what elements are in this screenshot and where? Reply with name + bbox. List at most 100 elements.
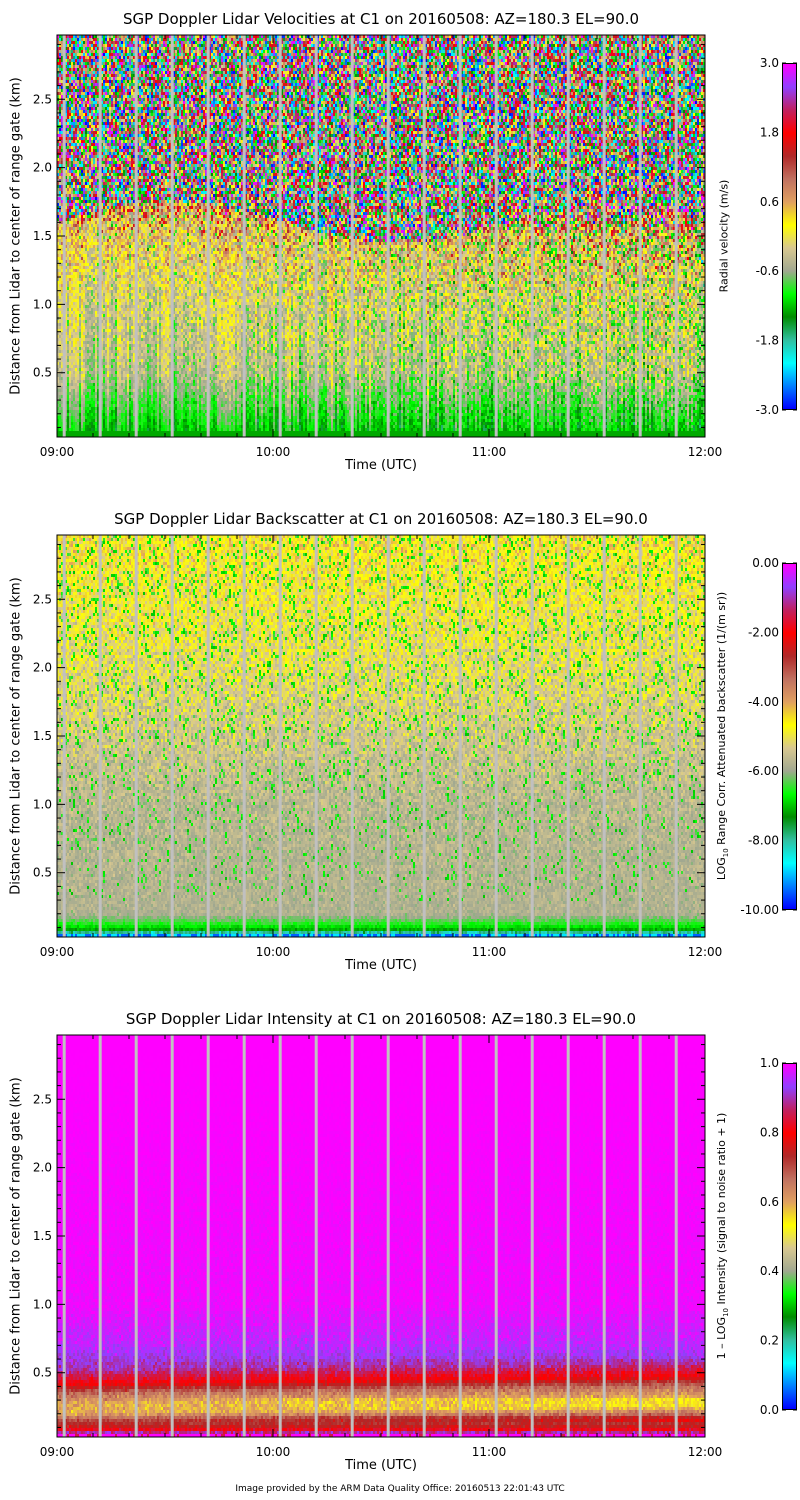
data-gap-line xyxy=(278,35,282,437)
data-gap-line xyxy=(458,535,462,937)
colorbar-tick-label: -10.00 xyxy=(740,903,779,917)
data-gap-line xyxy=(278,1035,282,1437)
data-gap-line xyxy=(98,1035,102,1437)
data-gap-line xyxy=(602,35,606,437)
data-gap-line xyxy=(458,1035,462,1437)
colorbar-tick-label: -4.00 xyxy=(748,695,779,709)
colorbar-tick-label: 1.0 xyxy=(760,1056,779,1070)
colorbar-tick-label: -0.6 xyxy=(756,264,779,278)
data-gap-line xyxy=(602,1035,606,1437)
data-gap-line xyxy=(170,1035,174,1437)
data-gap-line xyxy=(566,535,570,937)
data-gap-line xyxy=(530,1035,534,1437)
data-gap-line xyxy=(314,1035,318,1437)
data-gap-line xyxy=(494,535,498,937)
colorbar-label-part: LOG xyxy=(714,857,728,881)
y-tick-label: 0.5 xyxy=(33,1366,52,1380)
y-axis-label: Distance from Lidar to center of range g… xyxy=(8,77,24,395)
x-tick-label: 11:00 xyxy=(472,1445,507,1459)
data-gap-line xyxy=(350,535,354,937)
colorbar-tick-label: 0.4 xyxy=(760,1264,779,1278)
data-gap-line xyxy=(386,535,390,937)
data-gap-line xyxy=(314,35,318,437)
data-gap-line xyxy=(566,35,570,437)
data-gap-line xyxy=(386,35,390,437)
footer-credit: Image provided by the ARM Data Quality O… xyxy=(235,1484,565,1494)
y-tick-label: 1.5 xyxy=(33,1229,52,1243)
data-gap-line xyxy=(422,35,426,437)
colorbar-label-part: Intensity (signal to noise ratio + 1) xyxy=(714,1112,728,1309)
data-gap-line xyxy=(242,35,246,437)
x-tick-label: 12:00 xyxy=(688,1445,723,1459)
colorbar-tick-label: -6.00 xyxy=(748,764,779,778)
velocity-axes: 0.5 1.0 1.5 2.0 2.5 09:00 10:00 11:00 12:00 3.0 1.… xyxy=(33,34,797,459)
backscatter-axes: 0.5 1.0 1.5 2.0 2.5 09:00 10:00 11:00 12:00 0.00 -… xyxy=(33,534,797,959)
chart-title: SGP Doppler Lidar Intensity at C1 on 201… xyxy=(125,1010,637,1028)
colorbar-label: Radial velocity (m/s) xyxy=(717,179,731,293)
intensity-panel: SGP Doppler Lidar Intensity at C1 on 201… xyxy=(0,1000,800,1500)
intensity-axes: 0.5 1.0 1.5 2.0 2.5 09:00 10:00 11:00 12:00 1.0 0.… xyxy=(33,1034,797,1459)
x-tick-label: 12:00 xyxy=(688,445,723,459)
data-gap-line xyxy=(98,35,102,437)
colorbar-tick-label: 0.00 xyxy=(752,556,779,570)
data-gap-line xyxy=(98,535,102,937)
intensity-heatmap xyxy=(57,1035,705,1437)
y-tick-label: 0.5 xyxy=(33,866,52,880)
y-axis-label: Distance from Lidar to center of range g… xyxy=(8,1077,24,1395)
y-tick-label: 1.0 xyxy=(33,297,52,311)
y-axis-label: Distance from Lidar to center of range g… xyxy=(8,577,24,895)
y-tick-label: 1.0 xyxy=(33,797,52,811)
x-tick-label: 12:00 xyxy=(688,945,723,959)
y-tick-label: 2.0 xyxy=(33,161,52,175)
colorbar-label-part: 1 – LOG xyxy=(714,1316,728,1360)
data-gap-line xyxy=(530,535,534,937)
data-gap-line xyxy=(674,35,678,437)
velocity-panel: SGP Doppler Lidar Velocities at C1 on 20… xyxy=(0,0,800,500)
y-tick-label: 2.0 xyxy=(33,1161,52,1175)
x-tick-label: 11:00 xyxy=(472,945,507,959)
data-gap-line xyxy=(638,35,642,437)
colorbar-tick-label: -8.00 xyxy=(748,834,779,848)
chart-title: SGP Doppler Lidar Velocities at C1 on 20… xyxy=(122,10,640,28)
colorbar-tick-label: -1.8 xyxy=(756,334,779,348)
y-tick-label: 2.5 xyxy=(33,592,52,606)
data-gap-line xyxy=(602,535,606,937)
colorbar-tick-label: 0.6 xyxy=(760,1195,779,1209)
colorbar-label-part: 10 xyxy=(722,848,731,858)
x-tick-label: 10:00 xyxy=(256,1445,291,1459)
plot-frame xyxy=(56,534,706,938)
colorbar-tick-label: 0.8 xyxy=(760,1125,779,1139)
data-gap-line xyxy=(314,535,318,937)
colorbar-tick-label: 3.0 xyxy=(760,56,779,70)
y-tick-label: 2.5 xyxy=(33,92,52,106)
x-tick-label: 11:00 xyxy=(472,445,507,459)
x-axis-label: Time (UTC) xyxy=(345,458,417,473)
plot-frame xyxy=(56,1034,706,1438)
data-gap-line xyxy=(206,1035,210,1437)
data-gap-line xyxy=(170,535,174,937)
colorbar-label-part: 10 xyxy=(722,1308,731,1317)
colorbar-label-part: Range Corr. Attenuated backscatter (1/(m… xyxy=(714,591,728,849)
colorbar xyxy=(782,1063,797,1410)
colorbar-tick-label: -2.00 xyxy=(748,625,779,639)
data-gap-line xyxy=(674,1035,678,1437)
data-gap-line xyxy=(422,535,426,937)
y-tick-label: 1.0 xyxy=(33,1297,52,1311)
plot-frame xyxy=(56,34,706,438)
y-tick-label: 1.5 xyxy=(33,229,52,243)
data-gap-line xyxy=(494,35,498,437)
data-gap-line xyxy=(674,535,678,937)
x-axis-label: Time (UTC) xyxy=(345,1458,417,1473)
y-tick-label: 0.5 xyxy=(33,366,52,380)
data-gap-line xyxy=(242,1035,246,1437)
y-tick-label: 2.0 xyxy=(33,661,52,675)
backscatter-panel: SGP Doppler Lidar Backscatter at C1 on 2… xyxy=(0,500,800,1000)
colorbar xyxy=(782,63,797,410)
data-gap-line xyxy=(350,35,354,437)
backscatter-heatmap xyxy=(57,535,705,937)
y-tick-label: 1.5 xyxy=(33,729,52,743)
colorbar-tick-label: 1.8 xyxy=(760,125,779,139)
data-gap-line xyxy=(134,35,138,437)
x-tick-label: 10:00 xyxy=(256,445,291,459)
data-gap-line xyxy=(386,1035,390,1437)
